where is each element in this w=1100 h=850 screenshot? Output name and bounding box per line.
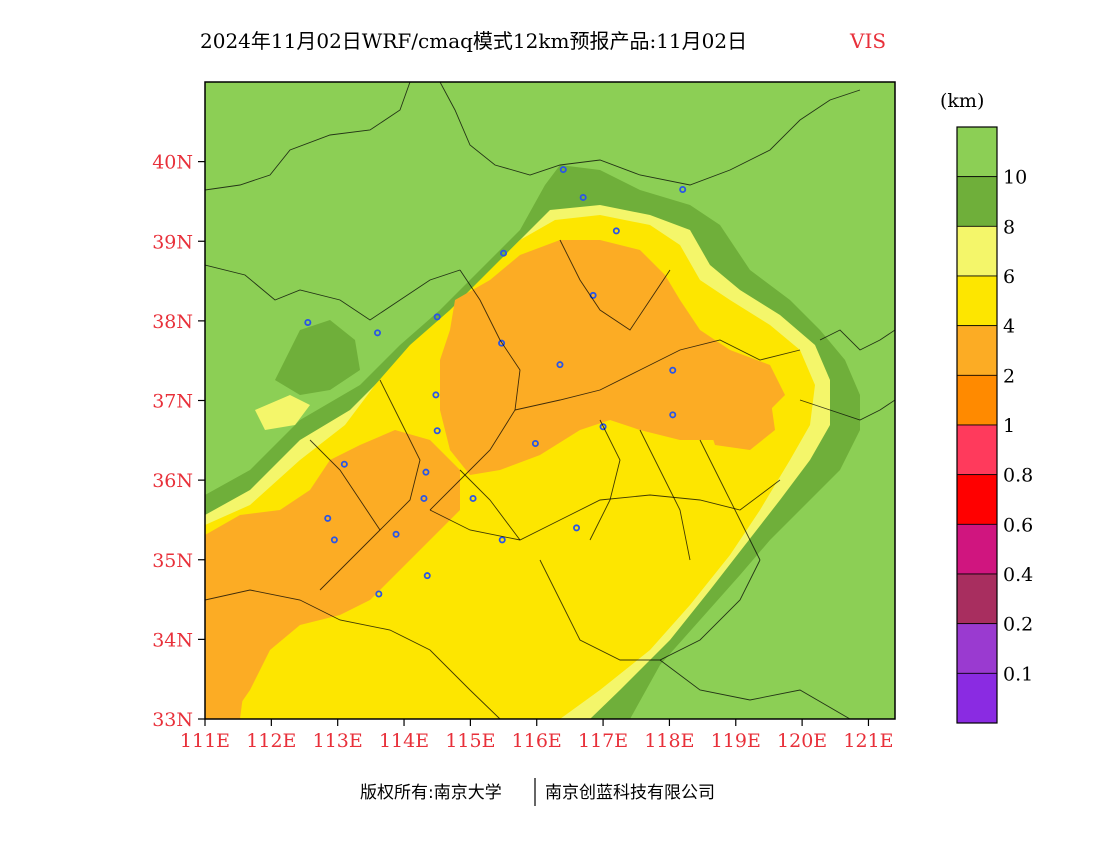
station-marker [304,318,312,326]
lon-tick-label: 118E [644,730,694,752]
colorbar-swatch [956,126,998,178]
station-marker [324,514,332,522]
station-marker [612,227,620,235]
copyright-left: 版权所有:南京大学 [360,783,502,803]
station-marker [669,411,677,419]
lon-tick-label: 112E [246,730,296,752]
colorbar-label: 0.4 [1003,564,1033,586]
lat-axis: 33N 34N 35N 36N 37N 38N 39N 40N [152,152,205,731]
vis-zone-2km-southwest [205,430,460,719]
colorbar-label: 4 [1003,316,1015,338]
colorbar-swatch [956,424,998,476]
lon-tick-label: 121E [843,730,893,752]
lon-tick-label: 120E [777,730,827,752]
colorbar-swatch [956,374,998,426]
station-marker [579,193,587,201]
vis-zone-2km-south [205,650,245,719]
station-marker [433,427,441,435]
lon-tick-label: 113E [313,730,363,752]
colorbar-label: 0.8 [1003,465,1033,487]
station-marker [340,460,348,468]
legend-unit: (km) [940,90,984,112]
vis-zone-2km-central [300,510,375,565]
province-boundaries [205,82,895,719]
lat-tick-label: 33N [152,709,193,731]
colorbar-swatch [956,672,998,724]
colorbar-label: 0.1 [1003,663,1033,685]
colorbar-swatch [956,573,998,625]
lat-tick-label: 39N [152,231,193,253]
station-marker [422,468,430,476]
station-markers [304,166,687,598]
lat-tick-label: 35N [152,550,193,572]
vis-zone-6km-west [255,395,310,430]
colorbar-swatch [956,523,998,575]
station-marker [469,494,477,502]
visibility-map [205,82,895,719]
colorbar-swatch [956,176,998,227]
station-marker [599,423,607,431]
station-marker [669,366,677,374]
station-marker [420,494,428,502]
colorbar-swatch [956,325,998,376]
station-marker [556,361,564,369]
colorbar-label: 6 [1003,266,1015,288]
colorbar-swatch [956,623,998,674]
station-marker [498,536,506,544]
station-marker [573,524,581,532]
station-marker [423,572,431,580]
colorbar-label: 1 [1003,415,1015,437]
lat-tick-label: 36N [152,470,193,492]
colorbar-swatch [956,474,998,525]
station-marker [433,313,441,321]
colorbar-frame [956,126,998,724]
lat-tick-label: 40N [152,152,193,174]
vis-zone-8km-west [275,320,360,395]
colorbar-swatch [956,225,998,277]
colorbar-label: 8 [1003,216,1015,238]
station-marker [330,536,338,544]
copyright-right: 南京创蓝科技有限公司 [545,783,715,803]
lat-tick-label: 38N [152,311,193,333]
lon-tick-label: 115E [445,730,495,752]
station-marker [392,530,400,538]
station-marker [500,249,508,257]
map-title: 2024年11月02日WRF/cmaq模式12km预报产品:11月02日 [200,29,747,53]
lon-tick-label: 119E [711,730,761,752]
colorbar-label: 0.6 [1003,514,1033,536]
lon-tick-label: 116E [512,730,562,752]
variable-label: VIS [849,29,886,53]
vis-zone-2km-east [700,385,775,450]
lon-tick-label: 114E [379,730,429,752]
station-marker [679,185,687,193]
lat-tick-label: 37N [152,391,193,413]
station-marker [498,339,506,347]
station-marker [531,439,539,447]
vis-zone-2km-north [440,240,785,475]
lon-tick-label: 111E [180,730,230,752]
colorbar: 10 8 6 4 2 1 0.8 0.6 0.4 0.2 0.1 [956,126,1033,724]
lat-tick-label: 34N [152,629,193,651]
lon-axis: 111E 112E 113E 114E 115E 116E 117E 118E 119E 120E… [180,719,894,752]
station-marker [559,166,567,174]
lon-tick-label: 117E [578,730,628,752]
colorbar-label: 2 [1003,365,1015,387]
colorbar-label: 10 [1003,167,1027,189]
station-marker [373,329,381,337]
colorbar-label: 0.2 [1003,614,1033,636]
station-marker [375,590,383,598]
station-marker [432,391,440,399]
colorbar-swatch [956,275,998,327]
